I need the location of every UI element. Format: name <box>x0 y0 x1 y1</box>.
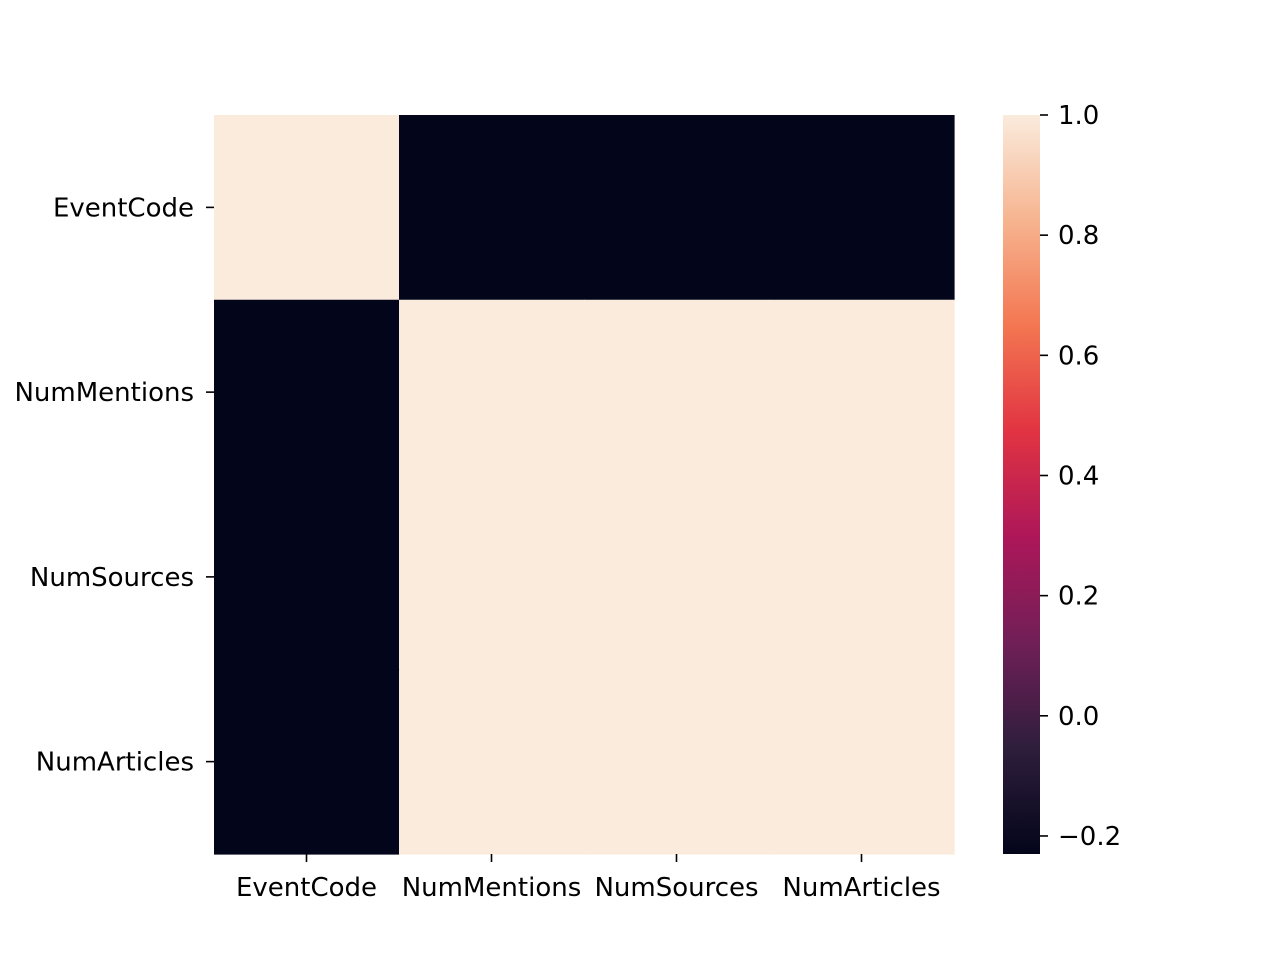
heatmap-cell <box>214 115 400 301</box>
x-tick-label: NumSources <box>594 873 758 903</box>
heatmap-cell <box>399 115 585 301</box>
heatmap-cell <box>584 115 770 301</box>
x-tick-label: NumMentions <box>402 873 582 903</box>
x-tick-label: EventCode <box>236 873 377 903</box>
x-tick-label: NumArticles <box>782 873 940 903</box>
y-tick-label: NumArticles <box>36 748 194 778</box>
heatmap-cell <box>214 669 400 855</box>
colorbar-tick-label: 0.4 <box>1058 461 1099 491</box>
colorbar-tick-label: 0.8 <box>1058 221 1099 251</box>
colorbar-tick-label: 0.2 <box>1058 582 1099 612</box>
x-axis: EventCode NumMentions NumSources NumArticle… <box>236 854 941 903</box>
heatmap-cell <box>399 484 585 670</box>
y-axis: EventCode NumMentions NumSources NumArticle… <box>14 193 214 778</box>
heatmap-cell <box>584 484 770 670</box>
heatmap-cell <box>399 669 585 855</box>
heatmap-cell <box>214 299 400 486</box>
heatmap-cell <box>399 299 585 486</box>
heatmap-cell <box>584 669 770 855</box>
heatmap-cell <box>769 669 955 855</box>
colorbar-tick-label: 0.6 <box>1058 341 1099 371</box>
colorbar-tick-label: −0.2 <box>1058 822 1121 852</box>
colorbar: −0.2 0.0 0.2 0.4 0.6 0.8 1.0 <box>1003 101 1121 854</box>
colorbar-tick-label: 0.0 <box>1058 702 1099 732</box>
y-tick-label: NumSources <box>30 563 194 593</box>
heatmap-cell <box>769 484 955 670</box>
y-tick-label: EventCode <box>53 193 194 223</box>
heatmap-cell <box>584 299 770 486</box>
heatmap-cells <box>214 115 955 855</box>
colorbar-gradient <box>1003 115 1040 854</box>
y-tick-label: NumMentions <box>14 378 194 408</box>
heatmap-cell <box>769 299 955 486</box>
heatmap-cell <box>769 115 955 301</box>
heatmap-cell <box>214 484 400 670</box>
colorbar-tick-label: 1.0 <box>1058 101 1099 131</box>
